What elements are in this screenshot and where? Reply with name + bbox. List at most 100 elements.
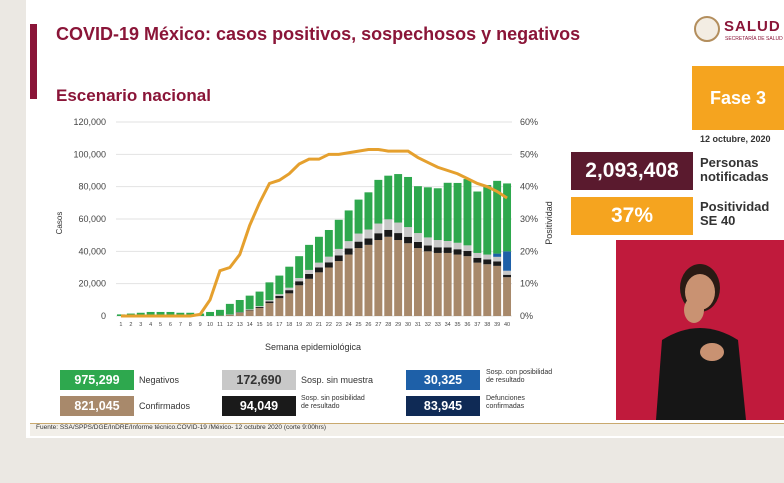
legend-negativos-label: Negativos <box>139 375 180 385</box>
x-tick-label: 23 <box>336 322 342 328</box>
bar-segment <box>206 311 215 316</box>
interpreter-body <box>656 328 746 420</box>
bar-segment <box>453 242 462 250</box>
x-tick-label: 13 <box>237 322 243 328</box>
x-tick-label: 14 <box>247 322 253 328</box>
bar-segment <box>404 236 413 244</box>
bar-segment <box>156 311 165 316</box>
bar-segment <box>423 187 432 238</box>
bar-segment <box>324 229 333 257</box>
bar-segment <box>413 233 422 242</box>
x-tick-label: 28 <box>385 322 391 328</box>
y2-tick-label: 10% <box>520 279 538 289</box>
bar-segment <box>215 315 224 317</box>
legend-con-posibilidad-line2: de resultado <box>486 377 525 384</box>
y2-tick-label: 40% <box>520 182 538 192</box>
kpi-positividad-label: Positividad SE 40 <box>700 200 769 228</box>
x-tick-label: 34 <box>445 322 451 328</box>
kpi-personas-line1: Personas <box>700 155 759 170</box>
bar-segment <box>463 179 472 246</box>
bar-segment <box>334 261 343 316</box>
report-date: 12 octubre, 2020 <box>700 134 771 144</box>
bar-segment <box>473 191 482 253</box>
x-tick-label: 40 <box>504 322 510 328</box>
legend-negativos-value: 975,299 <box>60 370 134 390</box>
source-bar <box>30 423 784 436</box>
bar-segment <box>404 227 413 237</box>
bar-segment <box>394 174 403 223</box>
kpi-positividad-line1: Positividad <box>700 199 770 214</box>
bar-segment <box>443 240 452 248</box>
bar-segment <box>344 241 353 249</box>
legend-confirmados-label: Confirmados <box>139 401 191 411</box>
bar-segment <box>493 256 502 262</box>
x-axis-label: Semana epidemiológica <box>265 342 361 352</box>
y2-tick-label: 50% <box>520 149 538 159</box>
bar-segment <box>384 229 393 237</box>
bar-segment <box>503 183 512 252</box>
bar-segment <box>483 259 492 265</box>
bar-segment <box>285 290 294 294</box>
x-tick-label: 20 <box>306 322 312 328</box>
bar-segment <box>324 256 333 263</box>
bar-segment <box>443 247 452 253</box>
x-tick-label: 22 <box>326 322 332 328</box>
bar-segment <box>186 312 195 316</box>
legend-sin-posibilidad-value: 94,049 <box>222 396 296 416</box>
y2-axis-label: Positividad <box>544 201 554 245</box>
x-tick-label: 35 <box>454 322 460 328</box>
bar-segment <box>215 309 224 316</box>
bar-segment <box>503 270 512 275</box>
x-tick-label: 1 <box>119 322 122 328</box>
bar-segment <box>324 267 333 316</box>
bar-segment <box>394 222 403 234</box>
bar-segment <box>225 314 234 315</box>
bar-segment <box>136 312 145 316</box>
y2-tick-label: 60% <box>520 117 538 127</box>
bar-segment <box>364 229 373 239</box>
bar-segment <box>255 291 264 307</box>
bar-segment <box>493 253 502 257</box>
y-tick-label: 120,000 <box>73 117 106 127</box>
bar-segment <box>265 303 274 316</box>
bar-segment <box>354 199 363 234</box>
bar-segment <box>314 267 323 273</box>
bar-segment <box>374 223 383 234</box>
x-tick-label: 6 <box>169 322 172 328</box>
legend-sin-posibilidad-line2: de resultado <box>301 403 340 410</box>
bar-segment <box>166 311 175 316</box>
bar-segment <box>265 300 274 302</box>
kpi-personas-line2: notificadas <box>700 169 769 184</box>
page-subtitle: Escenario nacional <box>56 86 211 105</box>
legend-sin-posibilidad-line1: Sosp. sin posibilidad <box>301 395 365 402</box>
x-tick-label: 27 <box>375 322 381 328</box>
x-tick-label: 11 <box>217 322 223 328</box>
x-tick-label: 21 <box>316 322 322 328</box>
y-tick-label: 100,000 <box>73 149 106 159</box>
x-tick-label: 31 <box>415 322 421 328</box>
bar-segment <box>285 293 294 316</box>
bar-segment <box>275 298 284 316</box>
legend-con-posibilidad-value: 30,325 <box>406 370 480 390</box>
x-tick-label: 37 <box>474 322 480 328</box>
x-tick-label: 10 <box>207 322 213 328</box>
bar-segment <box>503 277 512 316</box>
bar-segment <box>413 241 422 249</box>
y-tick-label: 40,000 <box>78 246 106 256</box>
bar-segment <box>453 254 462 316</box>
bar-segment <box>295 285 304 316</box>
bar-segment <box>503 274 512 278</box>
kpi-personas-value: 2,093,408 <box>571 152 693 190</box>
y-axis-ticks: 0 20,000 40,000 60,000 80,000 100,000 120,000 <box>73 117 106 321</box>
bar-segment <box>423 237 432 246</box>
bar-segment <box>423 251 432 316</box>
x-tick-label: 29 <box>395 322 401 328</box>
legend-sin-muestra-value: 172,690 <box>222 370 296 390</box>
bar-segment <box>413 186 422 234</box>
chart-gridlines <box>116 121 512 317</box>
bar-segment <box>473 252 482 258</box>
interpreter-figure <box>656 264 746 420</box>
bar-segment <box>334 255 343 262</box>
bar-segment <box>423 245 432 252</box>
bar-segment <box>314 262 323 268</box>
